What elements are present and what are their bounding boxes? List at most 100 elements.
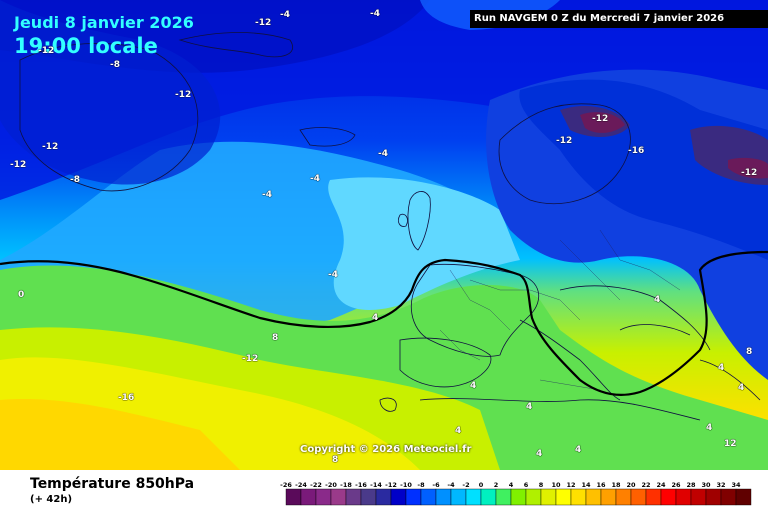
scale-swatch: [495, 488, 512, 506]
scale-swatch: [420, 488, 437, 506]
isoline-label-iceland: -8: [70, 175, 80, 185]
scale-swatch: [375, 488, 392, 506]
forecast-lead-time: (+ 42h): [30, 494, 73, 505]
scale-swatch: [600, 488, 617, 506]
isoline-label-finland: -12: [556, 136, 573, 146]
scale-swatch: [585, 488, 602, 506]
scale-swatch: [315, 488, 332, 506]
variable-name: Température 850hPa: [30, 476, 195, 492]
scale-swatch: [510, 488, 527, 506]
scale-tick-label: 14: [581, 481, 591, 489]
scale-swatch: [465, 488, 482, 506]
scale-tick-label: -14: [370, 481, 382, 489]
scale-swatch: [660, 488, 677, 506]
scale-swatch: [705, 488, 722, 506]
scale-swatch: [405, 488, 422, 506]
scale-swatch: [525, 488, 542, 506]
scale-tick-label: 24: [656, 481, 666, 489]
scale-tick-label: -20: [325, 481, 337, 489]
isoline-label-west-2: -12: [42, 142, 59, 152]
scale-tick-label: 10: [551, 481, 561, 489]
scale-tick-label: 2: [494, 481, 499, 489]
isoline-label-atlantic-3: -4: [262, 190, 272, 200]
isoline-label-norway: -12: [592, 114, 609, 124]
scale-swatch: [720, 488, 737, 506]
isoline-label-ocean-4: 4: [372, 313, 379, 323]
scale-tick-label: -2: [462, 481, 469, 489]
temperature-map: [0, 0, 768, 470]
model-run-info: Run NAVGEM 0 Z du Mercredi 7 janvier 202…: [470, 10, 768, 28]
color-scale: -26 -24 -22 -20 -18 -16 -14 -12 -10 -8 -6 -4 -2 0 2 4 6 8…: [280, 481, 752, 506]
scale-tick-label: -16: [355, 481, 367, 489]
scale-tick-label: 20: [626, 481, 636, 489]
scale-tick-label: 8: [539, 481, 544, 489]
copyright-text: Copyright © 2026 Meteociel.fr: [300, 444, 472, 455]
isoline-label-west-1: -12: [175, 90, 192, 100]
isoline-label-greenland-north: -12: [255, 18, 272, 28]
scale-tick-label: -18: [340, 481, 352, 489]
isoline-label-poland: -12: [741, 168, 758, 178]
isoline-label-russia: -16: [628, 146, 645, 156]
scale-swatch: [285, 488, 302, 506]
isoline-label-atlantic-2: -4: [310, 174, 320, 184]
isoline-label-africa-3: 4: [536, 449, 543, 459]
scale-swatch: [480, 488, 497, 506]
scale-tick-label: 12: [566, 481, 575, 489]
isoline-label-north-1: -4: [280, 10, 290, 20]
scale-swatch: [630, 488, 647, 506]
isoline-label-atlantic-1: -4: [378, 149, 388, 159]
isoline-label-north-2: -4: [370, 9, 380, 19]
scale-tick-label: 16: [596, 481, 606, 489]
isoline-label-west-3: -12: [10, 160, 27, 170]
isoline-label-ocean-8: 8: [272, 333, 279, 343]
scale-tick-label: 26: [671, 481, 681, 489]
scale-tick-label: -26: [280, 481, 292, 489]
isoline-label-north-3: -8: [110, 60, 120, 70]
scale-tick-label: -12: [385, 481, 397, 489]
isoline-label-azores: -12: [242, 354, 259, 364]
isoline-label-africa-1: 4: [526, 402, 533, 412]
scale-swatch: [345, 488, 362, 506]
scale-tick-label: 6: [524, 481, 529, 489]
isoline-label-greenland: -12: [38, 46, 55, 56]
scale-tick-label: -10: [400, 481, 412, 489]
scale-tick-label: 0: [479, 481, 484, 489]
scale-swatch: [645, 488, 662, 506]
scale-swatch: [675, 488, 692, 506]
scale-swatch: [360, 488, 377, 506]
zero-isotherm-line: [0, 250, 768, 396]
scale-tick-label: 22: [641, 481, 650, 489]
isoline-label-scandinavia: -16: [118, 393, 135, 403]
scale-tick-label: -8: [417, 481, 425, 489]
forecast-date: Jeudi 8 janvier 2026: [14, 13, 194, 32]
scale-tick-label: 30: [701, 481, 711, 489]
isoline-label-zero: 0: [18, 290, 25, 300]
scale-swatch: [735, 488, 752, 506]
scale-swatch: [450, 488, 467, 506]
scale-swatch: [435, 488, 452, 506]
scale-swatch: [540, 488, 557, 506]
isoline-label-italy: 4: [470, 381, 477, 391]
isoline-label-africa-2: 4: [455, 426, 462, 436]
scale-tick-label: 28: [686, 481, 696, 489]
scale-tick-label: -22: [310, 481, 322, 489]
scale-swatch: [615, 488, 632, 506]
forecast-time: 19:00 locale: [14, 34, 158, 58]
scale-tick-label: 34: [731, 481, 741, 489]
scale-tick-label: 4: [509, 481, 514, 489]
temperature-field: [0, 0, 768, 470]
borders: [439, 229, 681, 391]
scale-swatch: [390, 488, 407, 506]
isoline-label-east-12: 12: [724, 439, 737, 449]
scale-swatch: [330, 488, 347, 506]
scale-tick-label: -24: [295, 481, 307, 489]
isoline-label-far-west: -4: [328, 270, 338, 280]
isoline-label-iberia: 4: [654, 295, 661, 305]
isoline-label-turkey-2: 4: [738, 383, 745, 393]
scale-tick-label: -6: [432, 481, 440, 489]
isoline-label-sahara: 8: [332, 455, 339, 465]
scale-swatch: [555, 488, 572, 506]
isoline-label-east-4: 4: [706, 423, 713, 433]
isoline-label-turkey-1: 4: [718, 363, 725, 373]
